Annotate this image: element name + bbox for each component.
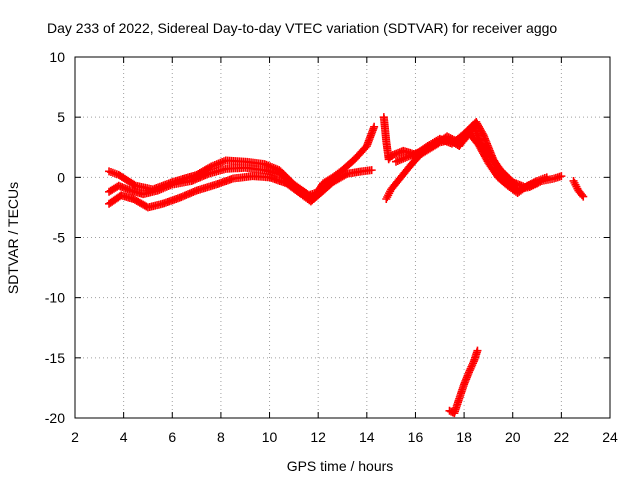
y-tick-labels: -20 -15 -10 -5 0 5 10 (45, 49, 65, 426)
data-point (446, 134, 455, 143)
data-point (370, 122, 379, 131)
x-tick-labels: 2 4 6 8 10 12 14 16 18 20 22 24 (71, 429, 618, 445)
data-point (423, 144, 432, 153)
x-tick-label: 20 (505, 429, 521, 445)
axis-ticks (74, 56, 611, 419)
x-tick-label: 6 (168, 429, 176, 445)
data-point (367, 166, 376, 175)
data-point (533, 179, 542, 188)
data-point (422, 145, 431, 154)
y-tick-label: -15 (45, 350, 65, 366)
data-point (473, 346, 482, 355)
y-axis-label: SDTVAR / TECUs (5, 182, 21, 294)
data-point (467, 362, 476, 371)
data-point (466, 364, 475, 373)
data-point (579, 192, 588, 201)
x-tick-label: 2 (71, 429, 79, 445)
data-point (464, 368, 473, 377)
x-tick-label: 4 (120, 429, 128, 445)
data-point (578, 191, 587, 200)
x-tick-label: 8 (217, 429, 225, 445)
chart-title: Day 233 of 2022, Sidereal Day-to-day VTE… (47, 20, 557, 36)
x-tick-label: 24 (602, 429, 618, 445)
x-tick-label: 18 (456, 429, 472, 445)
grid (75, 57, 610, 418)
data-point (465, 366, 474, 375)
data-point (425, 143, 434, 152)
data-point (542, 173, 551, 182)
x-tick-label: 16 (408, 429, 424, 445)
data-point (450, 135, 459, 144)
x-tick-label: 12 (310, 429, 326, 445)
data-point (420, 146, 429, 154)
y-tick-label: -10 (45, 290, 65, 306)
x-tick-label: 22 (554, 429, 570, 445)
data-point (469, 359, 478, 368)
data-point (557, 172, 566, 181)
x-tick-label: 14 (359, 429, 375, 445)
data-point (468, 361, 477, 370)
x-axis-label: GPS time / hours (287, 458, 394, 474)
y-tick-label: 10 (49, 49, 65, 65)
data-points (105, 113, 588, 418)
y-tick-label: -5 (53, 230, 66, 246)
data-point (448, 134, 457, 143)
y-tick-label: 5 (57, 109, 65, 125)
data-point (443, 132, 452, 141)
y-tick-label: -20 (45, 410, 65, 426)
data-point (418, 146, 427, 155)
data-point (314, 187, 323, 196)
data-point (444, 133, 453, 142)
x-tick-label: 10 (262, 429, 278, 445)
y-tick-label: 0 (57, 169, 65, 185)
data-point (427, 142, 436, 151)
